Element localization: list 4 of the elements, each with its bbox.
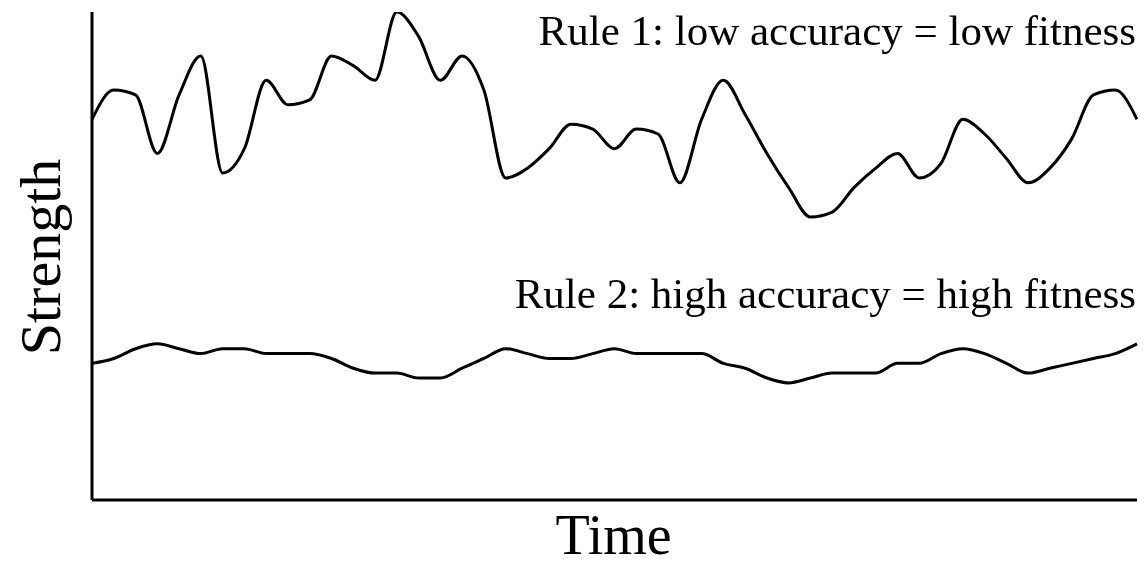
series-label: Rule 2: high accuracy = high fitness (514, 269, 1136, 320)
series-label: Rule 1: low accuracy = low fitness (538, 6, 1136, 56)
x-axis-title: Time (554, 503, 673, 567)
y-axis-title: Strength (6, 158, 74, 356)
